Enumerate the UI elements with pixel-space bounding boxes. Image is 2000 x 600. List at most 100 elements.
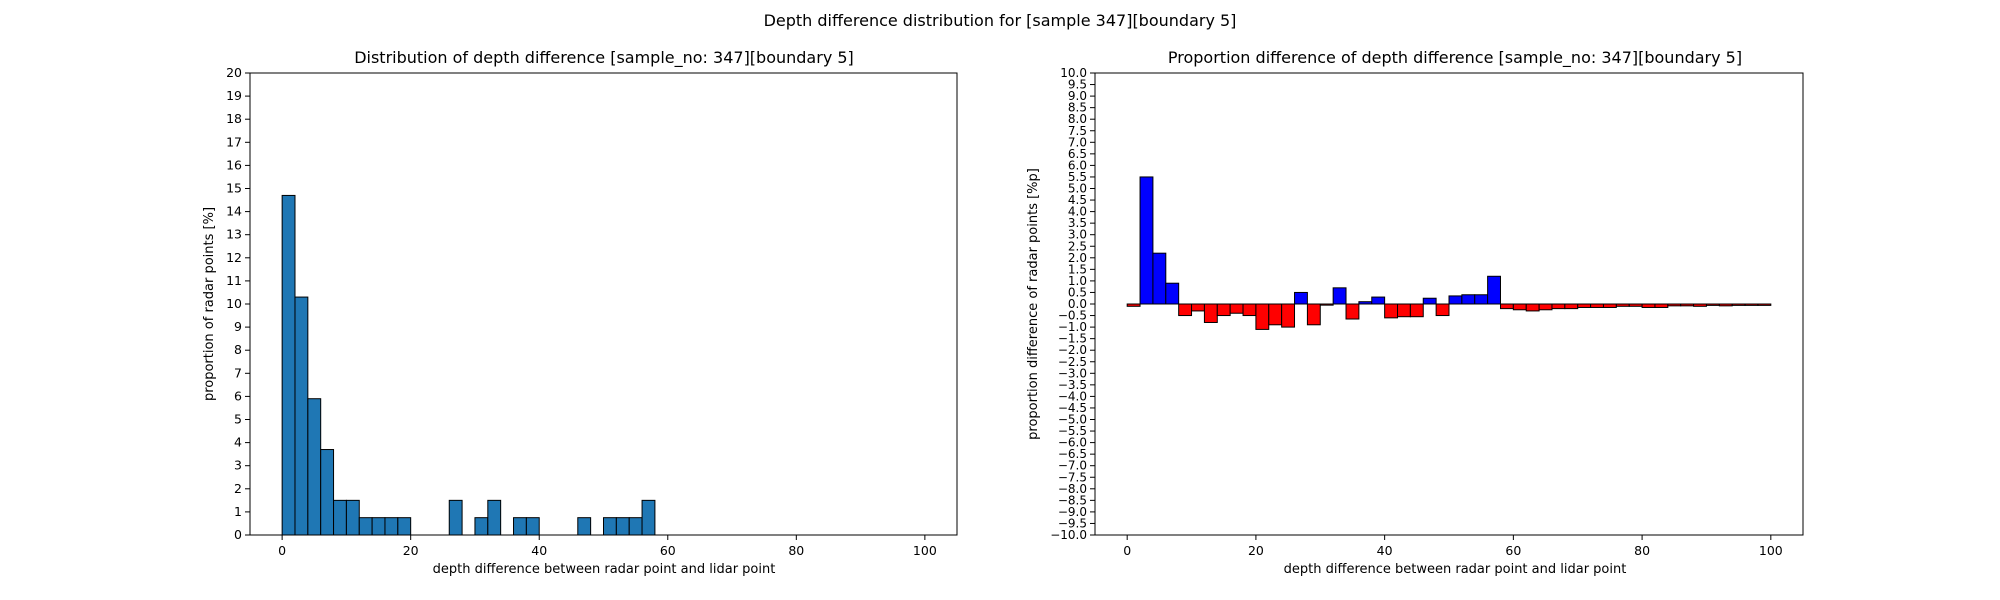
left-chart-bar-5 [345, 499, 360, 536]
right-chart-ytick-label: −7.0 [1058, 459, 1087, 473]
left-chart-bar-16 [487, 499, 502, 536]
right-chart-ytick-label: 3.0 [1068, 228, 1087, 242]
right-chart-bar-9 [1242, 303, 1257, 317]
left-chart-bar-0 [281, 194, 296, 536]
left-chart-bar-4 [333, 499, 347, 536]
right-chart-bar-17 [1345, 303, 1360, 320]
right-chart-bar-31 [1525, 303, 1540, 312]
right-chart-ytick-label: −3.0 [1058, 366, 1087, 380]
left-chart-ytick-label: 14 [226, 204, 242, 219]
left-chart-ytick-label: 0 [234, 527, 242, 542]
left-chart-bar-23 [577, 517, 592, 536]
left-chart-bar-9 [397, 517, 412, 536]
right-chart-ytick-label: 4.5 [1068, 193, 1087, 207]
left-chart-ytick-label: 8 [234, 342, 242, 357]
right-chart-ytick-label: 7.0 [1068, 135, 1087, 149]
right-chart-ytick-label: 1.5 [1068, 262, 1087, 276]
right-chart-title: Proportion difference of depth differenc… [1168, 48, 1742, 68]
left-chart-ytick-label: 6 [234, 388, 242, 403]
right-chart-bar-12 [1281, 303, 1296, 328]
right-chart-ytick-label: −6.0 [1058, 436, 1087, 450]
right-chart-bar-8 [1229, 303, 1244, 314]
right-chart-bar-14 [1306, 303, 1321, 326]
left-chart-bar-27 [628, 517, 643, 536]
right-chart-bar-2 [1152, 252, 1167, 305]
left-chart-bar-3 [320, 449, 335, 536]
right-chart-bar-28 [1487, 275, 1501, 305]
right-chart-bar-25 [1448, 295, 1463, 305]
right-chart-ytick-label: 6.5 [1068, 147, 1087, 161]
left-chart-xtick-label: 100 [913, 543, 937, 558]
right-chart-ytick-label: 9.5 [1068, 78, 1087, 92]
right-chart-bar-24 [1435, 303, 1450, 317]
right-chart-xtick-label: 100 [1759, 543, 1783, 558]
left-chart-ytick-label: 3 [234, 458, 242, 473]
right-chart-xtick-label: 80 [1634, 543, 1650, 558]
left-chart-ytick-label: 7 [234, 365, 242, 380]
right-chart-ytick-label: 1.0 [1068, 274, 1087, 288]
right-chart-ytick-label: 7.5 [1068, 124, 1087, 138]
right-chart-ytick-label: −7.5 [1058, 470, 1087, 484]
right-chart-bar-4 [1178, 303, 1193, 317]
left-chart-ytick-label: 2 [234, 481, 242, 496]
left-chart-ytick-label: 16 [226, 157, 242, 172]
right-chart-axes: 0 20 40 60 80 100 −10.0−9.5−9.0−8.5−8.0−7.5−7.… [1050, 66, 1804, 558]
left-chart-xtick-label: 40 [531, 543, 547, 558]
right-chart-ytick-label: −9.0 [1058, 505, 1087, 519]
right-chart-bar-13 [1294, 291, 1308, 305]
right-chart-ytick-label: −1.0 [1058, 320, 1087, 334]
left-chart-bar-2 [307, 398, 322, 536]
left-chart-ytick-label: 19 [226, 88, 242, 103]
right-chart-bar-42 [1667, 303, 1682, 307]
right-chart-ytick-label: 3.5 [1068, 216, 1087, 230]
left-chart-ytick-label: 12 [226, 250, 242, 265]
right-chart-bar-38 [1615, 303, 1630, 307]
right-chart-bar-5 [1191, 303, 1205, 312]
left-chart-xtick-label: 0 [278, 543, 286, 558]
right-chart-bar-36 [1590, 303, 1604, 308]
left-chart-bar-25 [603, 517, 617, 536]
left-chart-ytick-label: 15 [226, 181, 242, 196]
right-chart-ytick-label: −2.0 [1058, 343, 1087, 357]
left-chart-bar-8 [384, 517, 399, 536]
right-chart-ytick-label: 0.5 [1068, 285, 1087, 299]
right-chart-ytick-label: 6.0 [1068, 158, 1087, 172]
right-chart-bar-1 [1139, 176, 1154, 305]
left-chart-ytick-label: 13 [226, 227, 242, 242]
right-chart-bar-20 [1384, 303, 1399, 319]
right-chart-ytick-label: 10.0 [1060, 66, 1087, 80]
right-chart-bar-48 [1744, 303, 1759, 306]
right-chart-bar-11 [1268, 303, 1283, 326]
right-chart-bar-33 [1551, 303, 1566, 310]
left-chart-ytick-label: 9 [234, 319, 242, 334]
left-chart-frame [249, 72, 958, 536]
right-chart-bar-0 [1126, 303, 1141, 307]
right-chart-xtick-label: 0 [1123, 543, 1131, 558]
right-chart-bar-32 [1538, 303, 1553, 311]
left-chart-bar-15 [474, 517, 489, 536]
left-chart-ylabel: proportion of radar points [%] [202, 207, 217, 401]
right-chart-bar-29 [1499, 303, 1514, 310]
right-chart-ytick-label: −8.5 [1058, 493, 1087, 507]
right-chart-ytick-label: 9.0 [1068, 89, 1087, 103]
left-chart-bars [281, 194, 656, 536]
right-chart-ytick-label: −4.0 [1058, 389, 1087, 403]
right-chart-xtick-label: 40 [1377, 543, 1393, 558]
right-chart-bar-15 [1319, 303, 1334, 306]
right-chart-ytick-label: 8.0 [1068, 112, 1087, 126]
right-chart-ytick-label: 5.5 [1068, 170, 1087, 184]
right-chart-ytick-label: −6.5 [1058, 447, 1087, 461]
right-chart-bar-7 [1216, 303, 1231, 317]
left-chart-bar-26 [615, 517, 630, 536]
left-chart-bar-28 [641, 499, 656, 536]
right-chart-proportion-difference: Proportion difference of depth differenc… [1026, 48, 1804, 577]
right-chart-bar-43 [1680, 303, 1695, 307]
right-chart-bar-23 [1422, 297, 1437, 305]
right-chart-bars [1126, 176, 1772, 330]
right-chart-bar-41 [1654, 303, 1669, 308]
right-chart-bar-16 [1332, 287, 1347, 305]
right-chart-bar-46 [1718, 303, 1733, 307]
right-chart-bar-27 [1474, 294, 1489, 305]
right-chart-bar-10 [1255, 303, 1270, 330]
